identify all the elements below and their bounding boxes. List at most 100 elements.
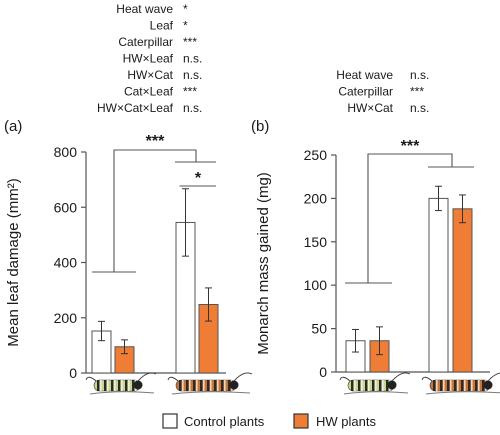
panel-a-stat-sig: * (183, 2, 188, 16)
y-tick-label: 0 (319, 364, 327, 380)
large-caterpillar-b (421, 372, 500, 395)
panel-b-stat-sig: n.s. (410, 68, 429, 82)
caterpillar-antenna (137, 372, 157, 382)
caterpillar-illustrations (85, 372, 500, 395)
caterpillar-stripe (118, 380, 121, 391)
panel-a-stat-term: Heat wave (116, 2, 173, 16)
panel-a-stat-sig: *** (183, 35, 197, 49)
caterpillar-stripe (224, 380, 226, 391)
y-tick-label: 200 (54, 310, 78, 326)
caterpillar-stripe (450, 380, 452, 391)
caterpillar-antenna (487, 372, 500, 382)
y-tick-label: 400 (54, 255, 78, 271)
caterpillar-stripe (210, 380, 212, 391)
caterpillar-stripe (478, 380, 480, 391)
stem-line (425, 391, 500, 395)
caterpillar-stripe (372, 380, 375, 391)
caterpillar-stripe (382, 380, 384, 391)
caterpillar-stripe (443, 380, 445, 391)
y-tick-label: 100 (304, 277, 328, 293)
y-tick-label: 150 (304, 234, 328, 250)
within-group-significance: * (195, 170, 202, 187)
large-caterpillar-a (167, 372, 253, 395)
caterpillar-stripe (179, 380, 182, 391)
panel-a-stat-term: HW×Cat×Leaf (97, 101, 174, 115)
caterpillar-body (429, 379, 491, 392)
legend-swatch-control (162, 413, 178, 429)
caterpillar-stripe (464, 380, 466, 391)
caterpillar-head (133, 380, 143, 390)
stats-tables: Heat wave * Leaf * Caterpillar *** HW×Leaf n.s.… (97, 2, 429, 115)
caterpillar-body (175, 379, 237, 392)
caterpillar-stripe (217, 380, 219, 391)
caterpillar-stripe (433, 380, 436, 391)
bar-control (428, 197, 449, 373)
panel-b-stat-sig: *** (410, 85, 424, 99)
legend-label-control: Control plants (184, 414, 265, 429)
panel-a-stat-term: HW×Leaf (123, 52, 174, 66)
between-group-bracket (367, 153, 453, 283)
caterpillar-stripe (354, 380, 356, 391)
y-tick-label: 250 (304, 147, 328, 163)
caterpillar-stripe (100, 380, 102, 391)
legend-label-hw: HW plants (316, 414, 376, 429)
stem-line (171, 391, 251, 395)
panel-a-stat-sig: n.s. (183, 68, 202, 82)
caterpillar-stripe (471, 380, 473, 391)
caterpillar-stripe (214, 380, 217, 391)
caterpillar-stripe (365, 380, 368, 391)
caterpillar-head (229, 380, 239, 390)
caterpillar-stripe (182, 380, 184, 391)
legend: Control plants HW plants (162, 413, 376, 429)
panel-a-stat-term: Caterpillar (118, 35, 173, 49)
caterpillar-tail (85, 376, 97, 382)
caterpillar-stripe (189, 380, 191, 391)
caterpillar-stripe (104, 380, 107, 391)
caterpillar-stripe (228, 380, 231, 391)
panel-b-stat-term: Caterpillar (338, 85, 393, 99)
caterpillar-stripe (221, 380, 224, 391)
caterpillar-stripe (379, 380, 382, 391)
caterpillar-stripe (461, 380, 464, 391)
panel-a-stat-term: Cat×Leaf (124, 85, 174, 99)
caterpillar-stripe (436, 380, 438, 391)
caterpillar-stripe (186, 380, 189, 391)
caterpillar-head (387, 380, 397, 390)
panel-a-stat-sig: n.s. (183, 101, 202, 115)
caterpillar-stripe (193, 380, 196, 391)
caterpillar-stripe (475, 380, 478, 391)
caterpillar-stripe (447, 380, 450, 391)
y-tick-label: 200 (304, 190, 328, 206)
y-tick-label: 50 (311, 321, 327, 337)
y-axis-title: Mean leaf damage (mm²) (5, 178, 22, 346)
panel-a-stat-sig: n.s. (183, 52, 202, 66)
panel-b-stat-sig: n.s. (410, 101, 429, 115)
caterpillar-stripe (454, 380, 457, 391)
panel-a-stat-sig: * (183, 19, 188, 33)
caterpillar-stripe (482, 380, 485, 391)
between-group-significance: *** (146, 133, 165, 150)
caterpillar-stripe (121, 380, 123, 391)
between-group-bracket (113, 149, 197, 272)
caterpillar-tail (339, 376, 351, 382)
caterpillar-tail (421, 376, 433, 382)
panel-a-stat-term: HW×Cat (127, 68, 173, 82)
caterpillar-antenna (233, 372, 253, 382)
caterpillar-stripe (468, 380, 471, 391)
y-tick-label: 0 (69, 365, 77, 381)
caterpillar-stripe (114, 380, 116, 391)
caterpillar-head (483, 380, 493, 390)
caterpillar-stripe (97, 380, 100, 391)
y-axis-title: Monarch mass gained (mg) (255, 172, 272, 355)
panel-a-stat-sig: *** (183, 85, 197, 99)
caterpillar-stripe (200, 380, 203, 391)
caterpillar-stripe (132, 380, 135, 391)
caterpillar-stripe (207, 380, 210, 391)
caterpillar-stripe (457, 380, 459, 391)
caterpillar-stripe (361, 380, 363, 391)
y-tick-label: 600 (54, 199, 78, 215)
panel-a-chart: (a)Mean leaf damage (mm²)0200400600800**… (4, 118, 226, 381)
caterpillar-stripe (107, 380, 109, 391)
caterpillar-stripe (125, 380, 128, 391)
